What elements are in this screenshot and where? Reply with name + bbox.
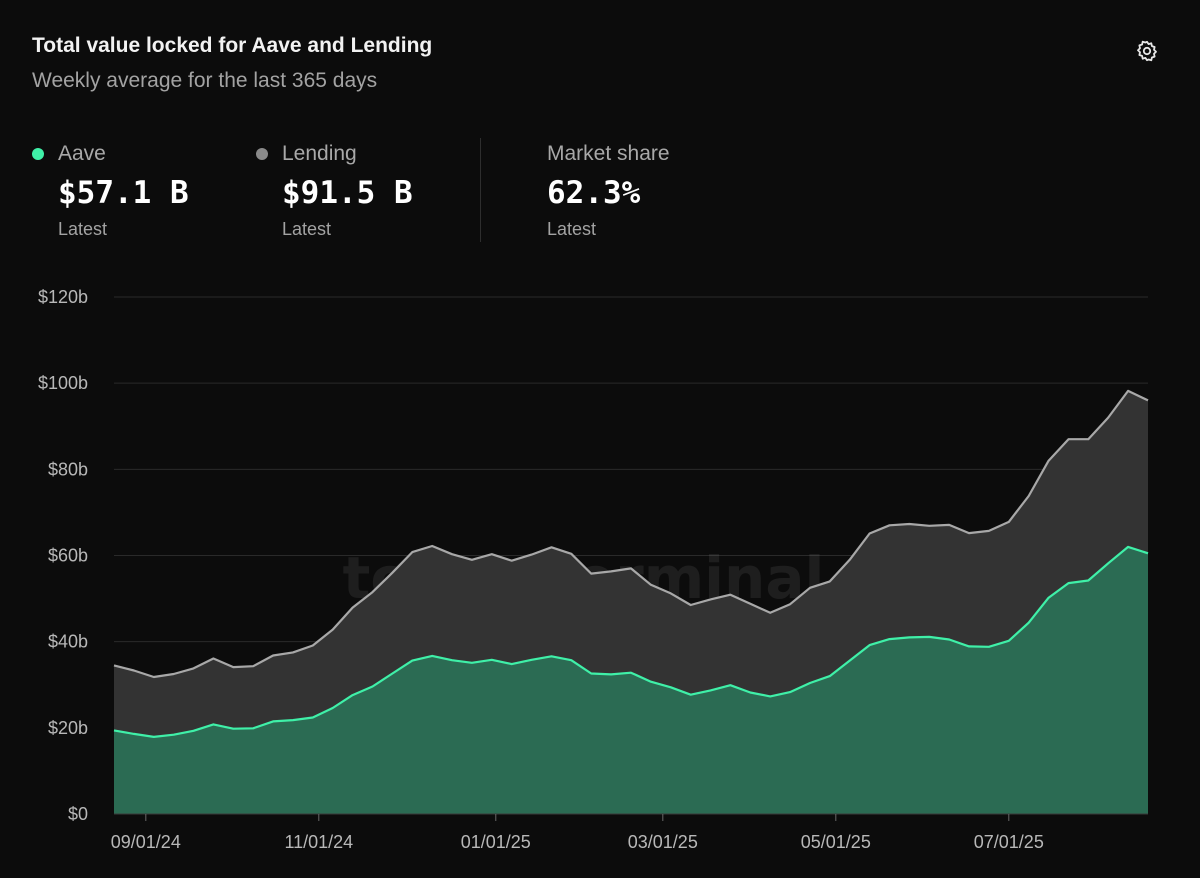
y-tick-label: $60b xyxy=(48,546,88,566)
metric-aave-value: $57.1 B xyxy=(58,175,189,211)
x-tick-label: 01/01/25 xyxy=(461,832,531,852)
metric-lending: Lending $91.5 B Latest xyxy=(256,141,413,240)
aave-line xyxy=(113,545,1149,739)
chart-subtitle: Weekly average for the last 365 days xyxy=(32,69,378,92)
metrics-divider xyxy=(480,138,481,242)
lending-legend-dot xyxy=(256,148,268,160)
metric-lending-label: Lending xyxy=(282,142,357,165)
y-tick-label: $40b xyxy=(48,632,88,652)
chart-title: Total value locked for Aave and Lending xyxy=(32,34,433,57)
metric-share-value: 62.3% xyxy=(547,175,641,211)
y-tick-label: $100b xyxy=(38,373,88,393)
x-tick-label: 11/01/24 xyxy=(284,832,353,852)
metric-lending-sub: Latest xyxy=(282,219,332,239)
gear-icon[interactable] xyxy=(1135,39,1159,63)
metric-market-share: Market share 62.3% Latest xyxy=(547,141,670,240)
metric-lending-value: $91.5 B xyxy=(282,175,413,211)
metric-share-sub: Latest xyxy=(547,219,597,239)
x-tick-label: 09/01/24 xyxy=(111,832,181,852)
lending-line xyxy=(113,389,1149,679)
metric-aave-sub: Latest xyxy=(58,219,108,239)
metric-lending-label-row: Lending xyxy=(256,141,413,167)
y-tick-label: $80b xyxy=(48,459,88,479)
metric-aave-label-row: Aave xyxy=(32,141,189,167)
metric-aave: Aave $57.1 B Latest xyxy=(32,141,189,240)
tvl-area-chart[interactable]: $0$20b$40b$60b$80b$100b$120btoken termin… xyxy=(0,270,1200,870)
y-tick-label: $120b xyxy=(38,287,88,307)
x-tick-label: 03/01/25 xyxy=(628,832,698,852)
aave-legend-dot xyxy=(32,148,44,160)
y-tick-label: $20b xyxy=(48,718,88,738)
x-tick-label: 07/01/25 xyxy=(974,832,1044,852)
metric-aave-label: Aave xyxy=(58,142,106,165)
metric-share-label: Market share xyxy=(547,142,670,165)
y-tick-label: $0 xyxy=(68,804,88,824)
x-tick-label: 05/01/25 xyxy=(801,832,871,852)
aave-area xyxy=(114,546,1148,814)
